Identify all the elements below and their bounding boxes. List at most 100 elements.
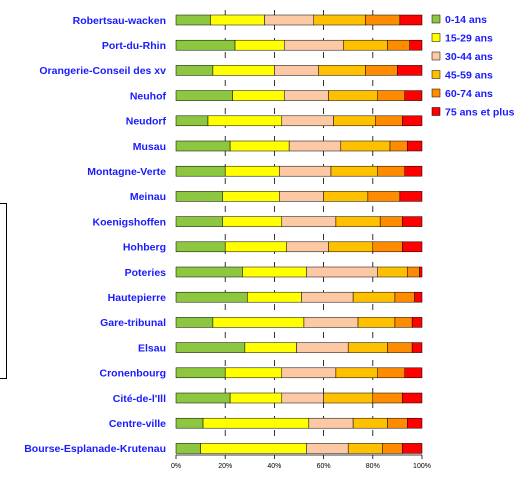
bar-segment	[328, 241, 374, 253]
category-label: Hohberg	[123, 242, 166, 254]
bar-segment	[399, 14, 423, 26]
bar-segment	[343, 39, 388, 51]
category-label: Elsau	[138, 342, 166, 354]
bar-segment	[340, 140, 391, 152]
bar-segment	[394, 291, 415, 303]
category-label: Montagne-Verte	[87, 166, 166, 178]
category-label: Port-du-Rhin	[102, 40, 166, 52]
bar-segment	[365, 14, 401, 26]
bar-segment	[247, 291, 302, 303]
bar-segment	[411, 317, 423, 328]
bar-segment	[347, 443, 383, 454]
bar-segment	[175, 241, 226, 253]
bar-segment	[281, 392, 324, 404]
bar-segment	[377, 367, 406, 379]
bar-segment	[365, 65, 398, 76]
bar-segment	[229, 140, 290, 152]
category-label: Cronenbourg	[100, 368, 167, 380]
left-frame-bracket	[0, 203, 7, 379]
legend: 0-14 ans 15-29 ans 30-44 ans 45-59 ans 60-74…	[431, 14, 515, 119]
x-tick-label: 60%	[317, 463, 331, 470]
bar-segment	[406, 140, 423, 152]
category-label: Gare-tribunal	[100, 317, 166, 329]
bar-segment	[318, 65, 366, 76]
bar-segment	[357, 317, 396, 328]
bar-segment	[283, 90, 329, 101]
bar-segment	[175, 443, 201, 454]
category-label: Orangerie-Conseil des xv	[39, 65, 166, 77]
bar-segment	[406, 266, 420, 278]
category-label: Neuhof	[130, 90, 167, 102]
bar-segment	[323, 191, 369, 202]
bar-segment	[274, 65, 319, 76]
bar-segment	[212, 317, 305, 328]
legend-label: 30-44 ans	[445, 51, 493, 63]
x-tick-label: 80%	[366, 463, 380, 470]
bar-segment	[404, 90, 423, 101]
category-label: Cité-de-l'Ill	[113, 393, 166, 405]
legend-label: 60-74 ans	[445, 88, 493, 100]
bar-segment	[234, 39, 285, 51]
bar-segment	[200, 443, 307, 454]
bar-segment	[306, 266, 378, 278]
bar-segment	[175, 216, 223, 227]
bar-segment	[283, 39, 344, 51]
legend-swatch	[431, 33, 441, 42]
bar-segment	[175, 90, 233, 101]
bar-segment	[175, 342, 246, 353]
category-label: Koenigshoffen	[93, 216, 167, 228]
bar-segment	[308, 417, 354, 429]
category-label: Meinau	[130, 191, 166, 203]
bar-segment	[375, 115, 403, 127]
bar-segment	[335, 367, 378, 379]
bar-segment	[281, 216, 337, 227]
legend-swatch	[431, 88, 441, 98]
legend-swatch	[431, 107, 441, 116]
bar-segment	[288, 140, 342, 152]
bar-segment	[296, 342, 349, 353]
bar-segment	[175, 417, 204, 429]
bar-segment	[313, 14, 366, 26]
legend-label: 0-14 ans	[445, 14, 487, 26]
bar-segment	[279, 191, 324, 202]
bars-layer	[175, 10, 423, 455]
bar-segment	[175, 140, 231, 152]
bar-segment	[303, 317, 359, 328]
bar-segment	[389, 140, 408, 152]
x-tick-label: 20%	[218, 463, 232, 470]
legend-label: 15-29 ans	[445, 33, 493, 45]
bar-segment	[387, 342, 413, 353]
bar-segment	[414, 291, 423, 303]
legend-swatch	[431, 51, 441, 61]
bar-segment	[402, 115, 423, 127]
bar-segment	[306, 443, 349, 454]
bar-segment	[377, 165, 406, 177]
bar-segment	[397, 65, 423, 76]
x-tick-label: 100%	[413, 463, 431, 470]
bar-segment	[330, 165, 378, 177]
bar-segment	[175, 65, 214, 76]
bar-segment	[399, 191, 423, 202]
bar-segment	[335, 216, 381, 227]
bar-segment	[244, 342, 297, 353]
bar-segment	[379, 216, 403, 227]
bar-segment	[347, 342, 388, 353]
bar-segment	[372, 392, 403, 404]
bar-segment	[377, 266, 408, 278]
bar-segment	[281, 115, 334, 127]
bar-segment	[411, 342, 423, 353]
bar-segment	[402, 392, 423, 404]
bar-segment	[224, 241, 287, 253]
category-label: Robertsau-wacken	[73, 15, 166, 27]
category-label: Hautepierre	[108, 292, 167, 304]
bar-segment	[394, 317, 413, 328]
bar-segment	[207, 115, 283, 127]
legend-swatch	[431, 70, 441, 79]
bar-segment	[229, 392, 283, 404]
bar-segment	[175, 39, 236, 51]
category-label: Musau	[133, 141, 166, 153]
category-label: Poteries	[125, 267, 167, 279]
bar-segment	[175, 115, 209, 127]
bar-segment	[224, 367, 283, 379]
bar-segment	[404, 165, 423, 177]
